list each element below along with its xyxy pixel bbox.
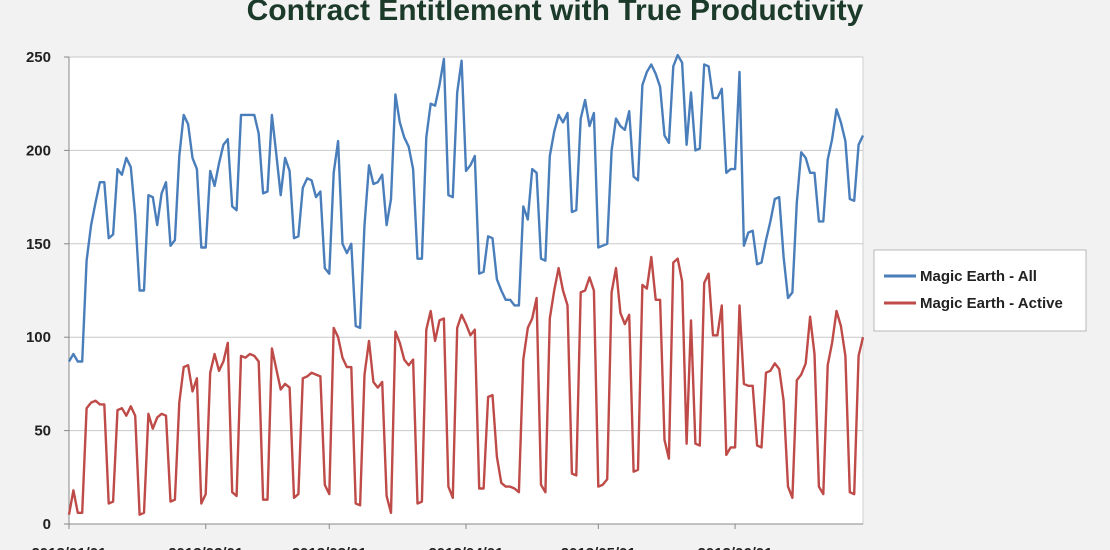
x-tick-label: 2013/06/01 bbox=[698, 545, 773, 550]
series-line-all bbox=[67, 53, 865, 363]
y-tick-label: 0 bbox=[43, 516, 51, 533]
y-tick-label: 150 bbox=[26, 236, 51, 253]
y-axis-ticks: 0 50 100 150 200 250 bbox=[26, 49, 69, 533]
x-tick-label: 2013/02/01 bbox=[168, 545, 243, 550]
x-tick-label: 2013/05/01 bbox=[561, 545, 636, 550]
series-line-active bbox=[67, 255, 865, 516]
x-axis-ticks: 2013/01/01 2013/02/01 2013/03/01 2013/04/01… bbox=[31, 524, 773, 550]
y-tick-label: 250 bbox=[26, 49, 51, 66]
series-lines bbox=[67, 53, 865, 516]
gridlines bbox=[69, 56, 863, 432]
y-tick-label: 50 bbox=[34, 423, 51, 440]
x-tick-label: 2013/04/01 bbox=[428, 545, 503, 550]
legend-label-all: Magic Earth - All bbox=[920, 268, 1037, 285]
y-tick-label: 100 bbox=[26, 329, 51, 346]
y-tick-label: 200 bbox=[26, 142, 51, 159]
legend: Magic Earth - All Magic Earth - Active bbox=[873, 249, 1087, 332]
plot-area bbox=[68, 56, 864, 525]
x-tick-label: 2013/01/01 bbox=[31, 545, 106, 550]
chart-title: Contract Entitlement with True Productiv… bbox=[246, 0, 864, 27]
legend-label-active: Magic Earth - Active bbox=[920, 295, 1063, 312]
legend-box bbox=[873, 249, 1087, 332]
x-tick-label: 2013/03/01 bbox=[292, 545, 367, 550]
